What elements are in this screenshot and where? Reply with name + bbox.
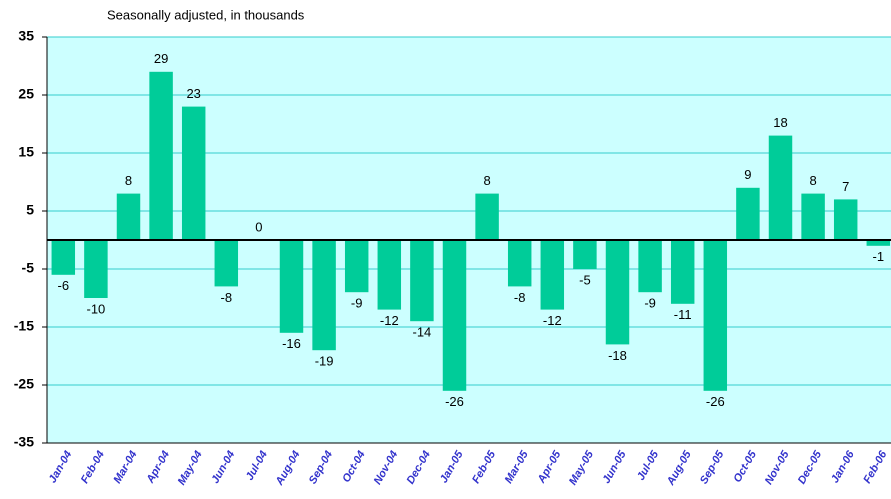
y-tick-label: -25 (14, 376, 34, 392)
data-label: -9 (351, 296, 363, 311)
data-label: 8 (483, 173, 490, 188)
x-tick-label: Aug-05 (664, 448, 694, 488)
x-tick-label: Feb-04 (79, 449, 107, 486)
data-label: 23 (186, 86, 200, 101)
bar (540, 240, 565, 310)
y-tick-label: 25 (18, 86, 34, 102)
x-tick-label: Mar-04 (111, 449, 139, 486)
x-tick-label: Apr-05 (535, 448, 564, 486)
bar (801, 193, 825, 240)
y-tick-label: -5 (22, 260, 35, 276)
x-tick-label: Apr-04 (144, 449, 172, 486)
data-label: -8 (221, 290, 233, 305)
bar (736, 187, 760, 240)
x-tick-label: Dec-04 (405, 449, 433, 486)
x-tick-label: Nov-05 (763, 448, 792, 487)
data-label: -14 (413, 325, 432, 340)
data-label: 8 (125, 173, 132, 188)
data-label: 9 (744, 167, 751, 182)
y-tick-label: 35 (18, 28, 34, 44)
data-label: -12 (543, 313, 562, 328)
bar (279, 240, 304, 333)
data-label: 18 (773, 115, 787, 130)
chart-subtitle: Seasonally adjusted, in thousands (107, 7, 305, 22)
x-tick-label: May-04 (176, 449, 205, 487)
bar (866, 240, 891, 246)
x-tick-label: Mar-05 (503, 448, 532, 485)
data-label: -12 (380, 313, 399, 328)
data-label: -8 (514, 290, 526, 305)
bar (833, 199, 858, 240)
x-tick-label: Aug-04 (273, 449, 303, 488)
data-label: -10 (87, 301, 106, 316)
bar (312, 240, 336, 351)
y-tick-label: -15 (14, 318, 34, 334)
data-label: 0 (255, 219, 262, 234)
x-tick-label: Jan-06 (829, 448, 857, 485)
data-label: 29 (154, 51, 168, 66)
data-label: -11 (674, 307, 692, 322)
bar (410, 240, 434, 322)
x-tick-label: Sep-05 (698, 448, 727, 486)
bar (507, 240, 532, 287)
bar (703, 240, 728, 391)
x-tick-label: Dec-05 (796, 448, 825, 486)
x-tick-label: Jul-04 (244, 449, 270, 483)
bar (475, 193, 499, 240)
bar (84, 240, 108, 298)
data-label: 8 (809, 173, 816, 188)
x-tick-label: Jun-05 (600, 448, 629, 485)
data-label: -16 (282, 336, 301, 351)
x-tick-label: Sep-04 (307, 449, 335, 486)
x-tick-label: Jan-05 (438, 448, 466, 485)
data-label: -26 (445, 394, 464, 409)
data-label: -9 (644, 296, 656, 311)
x-tick-label: Feb-05 (470, 448, 499, 485)
data-label: -6 (58, 278, 70, 293)
data-label: 7 (842, 179, 849, 194)
bar (344, 240, 369, 293)
y-tick-label: -35 (14, 434, 34, 450)
x-tick-label: Jul-05 (635, 448, 662, 482)
bar (149, 71, 173, 240)
data-label: -5 (579, 272, 591, 287)
bar (377, 240, 402, 310)
bar (670, 240, 695, 304)
bar (214, 240, 239, 287)
x-tick-label: Nov-04 (372, 449, 401, 487)
bar (573, 240, 597, 269)
x-tick-label: Oct-05 (731, 448, 759, 484)
x-tick-label: Oct-04 (340, 449, 368, 485)
x-tick-label: Jan-04 (47, 449, 75, 485)
bar (605, 240, 630, 345)
y-tick-label: 5 (26, 202, 34, 218)
bar (181, 106, 206, 240)
bar (116, 193, 141, 240)
data-label: -26 (706, 394, 725, 409)
bar (638, 240, 662, 293)
x-tick-label: Feb-06 (861, 448, 890, 485)
y-tick-label: 15 (18, 144, 34, 160)
data-label: -1 (873, 249, 885, 264)
data-label: -19 (315, 354, 334, 369)
data-label: -18 (608, 348, 627, 363)
x-tick-label: Jun-04 (209, 449, 237, 486)
x-tick-label: May-05 (567, 448, 596, 487)
bar (51, 240, 76, 275)
bar (442, 240, 467, 391)
bar (768, 135, 793, 240)
